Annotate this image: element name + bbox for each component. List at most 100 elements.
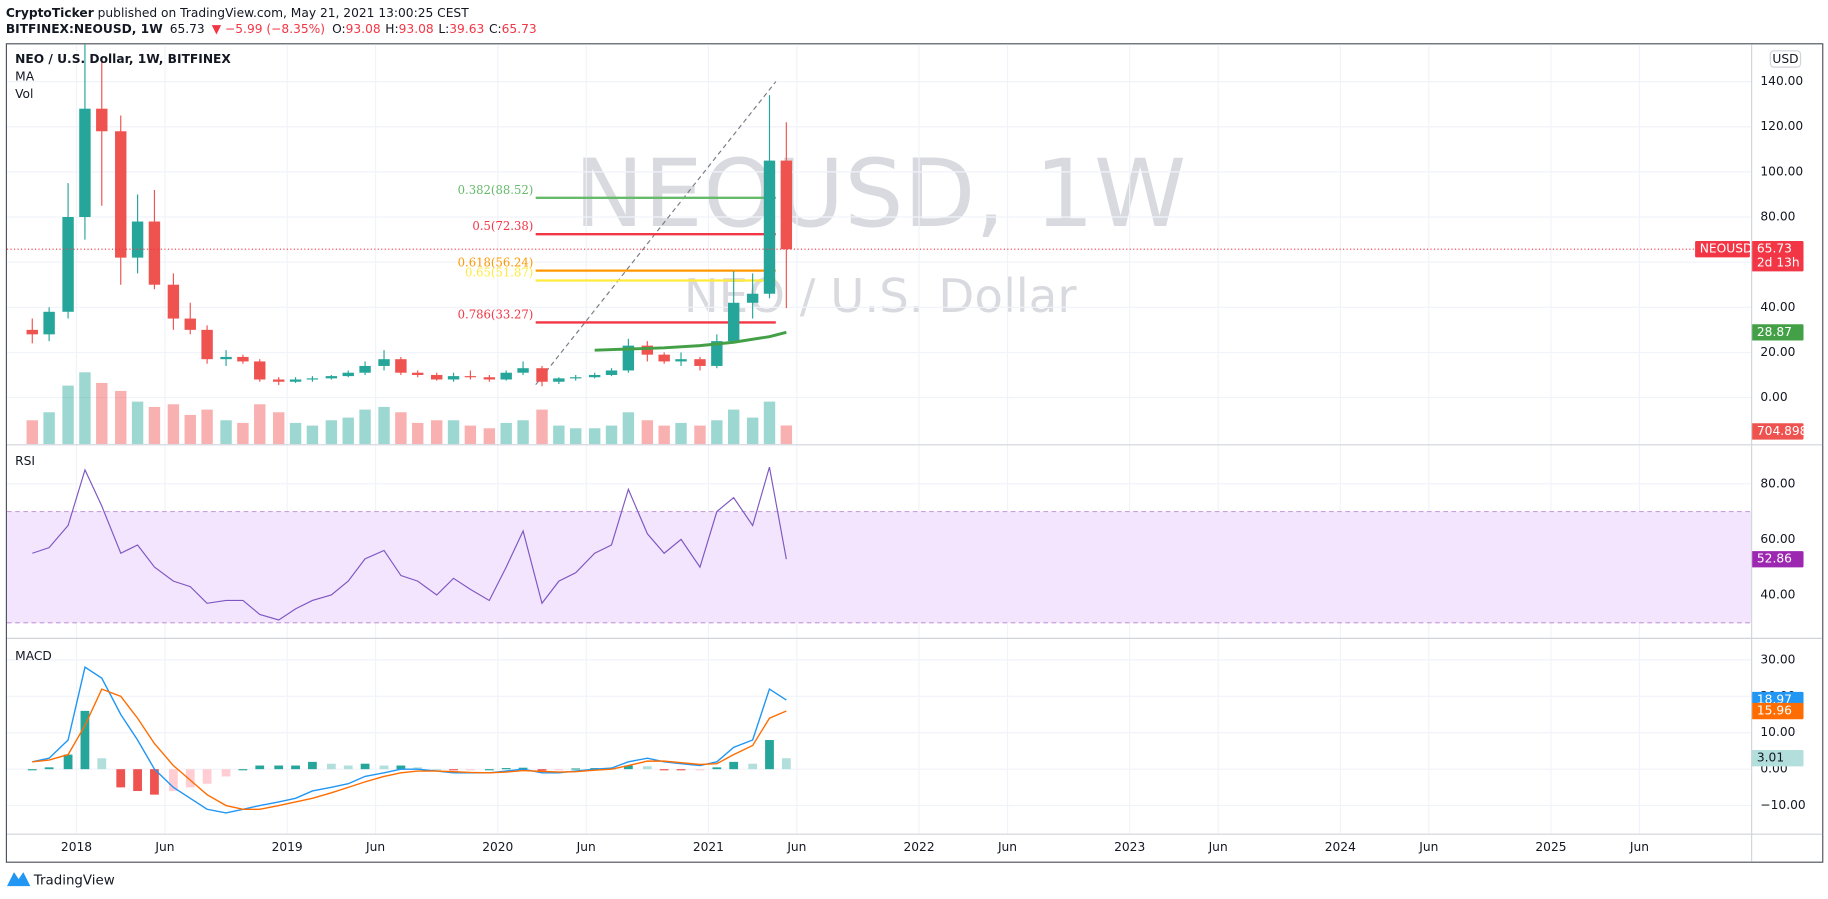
candle-body <box>79 108 91 218</box>
volume-bar <box>359 409 371 445</box>
volume-bar <box>483 428 496 445</box>
rsi-value-bg <box>1751 551 1804 568</box>
volume-bar <box>763 401 776 445</box>
histogram-bar <box>712 767 722 770</box>
currency-box[interactable] <box>1769 50 1802 68</box>
ohlc-key: H: <box>385 22 398 36</box>
volume-bar <box>675 422 687 445</box>
volume-bar <box>325 420 338 445</box>
rsi-value: 52.86 <box>1757 552 1792 566</box>
legend-ma: MA <box>15 70 35 84</box>
macd-line <box>32 688 787 810</box>
volume-bar <box>536 409 548 445</box>
volume-bar <box>79 372 91 445</box>
histogram-bar <box>781 758 791 770</box>
pane: 0.382(88.52) 0.5(72.38) 0.618(56.24)0.65(5… <box>6 44 1752 445</box>
histogram-bar <box>291 765 300 770</box>
candle-body <box>570 377 582 379</box>
volume-bar <box>306 425 319 445</box>
volume-bar <box>43 412 55 445</box>
histogram-bar <box>97 758 107 770</box>
ma-value-bg <box>1751 324 1804 341</box>
candle-body <box>378 359 390 366</box>
candle-body <box>464 376 477 378</box>
volume-bar <box>131 401 144 445</box>
x-tick-label: Jun <box>997 840 1017 854</box>
volume-bar <box>342 417 354 445</box>
histogram-bar <box>729 761 739 770</box>
candle-body <box>763 160 776 294</box>
histogram-bar <box>274 765 284 770</box>
x-tick-label: Jun <box>1418 840 1438 854</box>
candle-body <box>553 378 565 382</box>
pane <box>6 466 1752 624</box>
histogram-bar <box>202 769 212 784</box>
volume-bar <box>447 420 460 445</box>
histogram-bar <box>63 754 73 770</box>
ma-value: 28.87 <box>1757 325 1792 339</box>
histogram-bar <box>466 769 475 771</box>
y-tick-label: 60.00 <box>1760 532 1795 546</box>
volume-bar <box>96 382 108 445</box>
candle-body <box>148 221 161 285</box>
publish-info: CryptoTicker published on TradingView.co… <box>6 5 469 19</box>
legend-rsi: RSI <box>15 454 35 468</box>
y-tick-label: 80.00 <box>1760 476 1795 490</box>
volume-bar <box>727 409 740 445</box>
candle-body <box>342 372 354 377</box>
histogram-bar <box>238 769 248 771</box>
candle-body <box>641 345 654 355</box>
x-tick-label: 2022 <box>903 840 934 854</box>
volume-bar <box>605 425 618 445</box>
candle-body <box>254 361 266 380</box>
candle-body <box>62 217 74 312</box>
fib-label: 0.65(51.87) <box>465 265 533 279</box>
candle-body <box>483 377 496 380</box>
histogram-bar <box>150 769 159 795</box>
histogram-bar <box>80 710 90 770</box>
volume-bar <box>658 425 670 445</box>
x-tick-label: Jun <box>576 840 596 854</box>
fib-label: 0.618(56.24) <box>458 256 534 270</box>
candle-body <box>359 365 371 373</box>
candle-body <box>727 302 740 342</box>
volume-bar <box>570 428 582 445</box>
candle-body <box>412 372 424 375</box>
volume-bar <box>500 422 512 445</box>
x-tick-label: 2020 <box>482 840 513 854</box>
histogram-bar <box>133 769 142 792</box>
candle-body <box>675 359 687 362</box>
candle-body <box>273 379 285 382</box>
volume-bar <box>254 404 266 445</box>
histogram-value: 3.01 <box>1757 751 1784 765</box>
fib-label: 0.786(33.27) <box>458 307 534 321</box>
last-price: 65.73 <box>1757 242 1792 256</box>
footer-brand[interactable]: TradingView <box>33 873 115 888</box>
volume-bar <box>378 406 390 445</box>
macd-value-bg <box>1751 702 1804 720</box>
volume-bar <box>588 428 601 445</box>
candle-body <box>289 379 302 382</box>
histogram-bar <box>449 769 458 771</box>
histogram-bar <box>659 769 669 771</box>
x-tick-label: 2019 <box>272 840 303 854</box>
volume-bar <box>711 420 723 445</box>
histogram-bar <box>27 769 37 771</box>
histogram-bar <box>748 763 758 770</box>
histogram-bar <box>695 769 705 771</box>
rsi-line <box>32 466 787 621</box>
currency: USD <box>1772 52 1798 66</box>
volume-bar <box>201 409 213 445</box>
histogram-bar <box>185 769 195 788</box>
volume-value-bg <box>1751 423 1804 440</box>
candle-body <box>658 354 670 362</box>
ohlc-key: C: <box>489 22 502 36</box>
symbol-info: BITFINEX:NEOUSD, 1W 65.73 ▼ −5.99 (−8.35%)… <box>6 22 537 36</box>
volume-bar <box>273 412 285 445</box>
last-price: 65.73 <box>170 22 205 36</box>
volume-bar <box>167 404 180 445</box>
last-symbol-bg <box>1695 241 1750 258</box>
y-tick-label: 140.00 <box>1760 74 1803 88</box>
